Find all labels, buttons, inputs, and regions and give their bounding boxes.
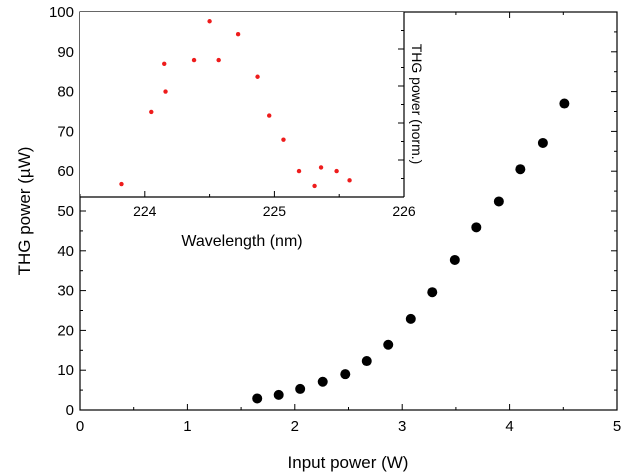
inset-data-point: [119, 181, 124, 187]
main-y-tick-label: 60: [57, 163, 74, 180]
main-data-point: [383, 339, 394, 350]
main-data-point: [340, 369, 351, 380]
inset-x-tick-label: 225: [263, 203, 287, 219]
main-y-tick-label: 50: [57, 203, 74, 220]
main-x-tick-label: 3: [398, 418, 406, 435]
inset-data-point: [296, 168, 302, 174]
inset-data-point: [334, 168, 339, 174]
main-x-tick-label: 4: [505, 418, 513, 435]
inset-data-point: [347, 178, 352, 183]
inset-data-point: [255, 74, 260, 79]
inset-data-point: [216, 57, 221, 63]
main-data-point: [295, 383, 306, 394]
main-x-tick-label: 0: [76, 418, 84, 435]
main-data-point: [449, 254, 460, 265]
main-data-point: [515, 164, 526, 175]
main-y-tick-label: 80: [57, 84, 74, 101]
main-data-point: [537, 137, 548, 148]
inset-data-point: [235, 32, 241, 37]
main-y-tick-label: 20: [57, 322, 74, 339]
inset-background: [80, 12, 404, 197]
inset-x-tick-label: 224: [133, 203, 157, 219]
main-y-tick-label: 30: [57, 283, 74, 300]
main-y-tick-label: 100: [49, 4, 74, 21]
inset-data-point: [312, 183, 317, 189]
main-y-tick-label: 40: [57, 243, 74, 260]
main-data-point: [361, 356, 372, 367]
main-x-axis-label: Input power (W): [288, 453, 409, 472]
inset-data-point: [162, 61, 167, 66]
main-data-point: [471, 222, 482, 233]
inset-data-point: [163, 89, 168, 94]
main-y-tick-label: 0: [66, 402, 74, 419]
inset-data-point: [149, 109, 154, 115]
main-data-point: [427, 287, 438, 298]
main-y-tick-label: 10: [57, 362, 74, 379]
main-y-axis-label: THG power (µW): [15, 147, 34, 276]
main-data-point: [273, 389, 284, 400]
inset-data-point: [191, 57, 197, 63]
main-data-point: [559, 98, 570, 109]
inset-x-axis-label: Wavelength (nm): [181, 233, 302, 250]
inset-data-point: [207, 19, 212, 24]
main-data-point: [252, 393, 263, 404]
main-y-tick-label: 90: [57, 44, 74, 61]
main-x-tick-label: 1: [183, 418, 191, 435]
inset-data-points: [119, 19, 352, 189]
main-data-point: [405, 313, 416, 324]
inset-x-tick-label: 226: [392, 203, 416, 219]
main-data-point: [493, 196, 504, 207]
main-y-tick-label: 70: [57, 123, 74, 140]
inset-data-point: [318, 165, 324, 170]
inset-data-point: [267, 113, 272, 118]
inset-tick-labels: 224 225 226: [133, 203, 416, 219]
main-data-point: [317, 376, 328, 387]
inset-y-axis-label: THG power (norm.): [409, 44, 425, 165]
main-data-points: [252, 98, 570, 404]
main-x-tick-label: 2: [291, 418, 299, 435]
inset-data-point: [281, 137, 286, 142]
main-x-tick-label: 5: [613, 418, 621, 435]
